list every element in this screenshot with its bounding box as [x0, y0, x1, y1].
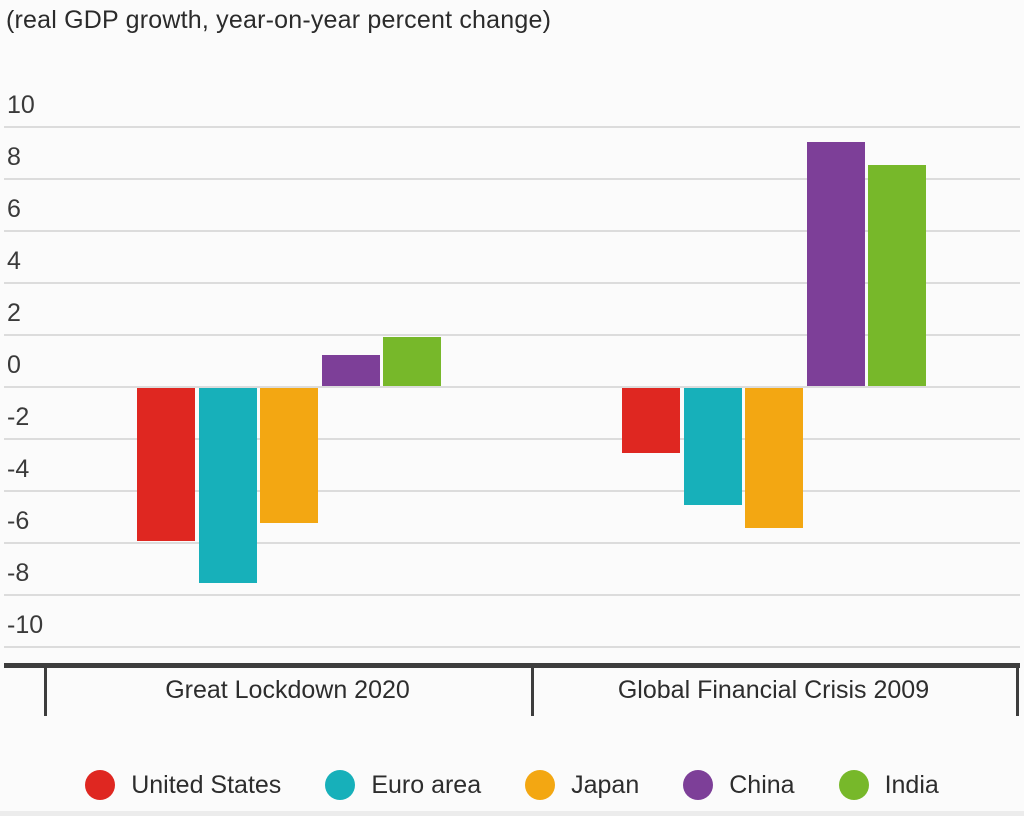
- y-tick-label--10: -10: [7, 611, 44, 639]
- legend-item-india: India: [838, 770, 939, 800]
- bar-china-great-lockdown-2020: [321, 354, 380, 386]
- legend-label-china: China: [729, 770, 795, 799]
- gridline--8: [4, 594, 1020, 596]
- gridline-4: [4, 282, 1020, 284]
- bar-india-global-financial-crisis-2009: [868, 165, 926, 386]
- y-tick-label--6: -6: [7, 507, 30, 535]
- y-tick-label-10: 10: [7, 91, 35, 119]
- y-tick-label-2: 2: [7, 299, 21, 327]
- y-tick-label-0: 0: [7, 351, 21, 379]
- bar-united-states-global-financial-crisis-2009: [622, 388, 680, 453]
- legend-dot-india: [838, 770, 869, 800]
- gridline-8: [4, 178, 1020, 180]
- x-category-label-global-financial-crisis-2009: Global Financial Crisis 2009: [617, 676, 930, 704]
- y-tick-label--4: -4: [7, 455, 30, 483]
- gridline--2: [4, 438, 1020, 440]
- bar-china-global-financial-crisis-2009: [806, 141, 865, 386]
- legend-label-united-states: United States: [131, 770, 282, 799]
- x-category-label-great-lockdown-2020: Great Lockdown 2020: [165, 676, 410, 704]
- legend-item-japan: Japan: [525, 770, 639, 800]
- gridline-2: [4, 334, 1020, 336]
- legend-item-china: China: [683, 770, 795, 800]
- bar-euro-area-global-financial-crisis-2009: [683, 388, 742, 505]
- bar-euro-area-great-lockdown-2020: [198, 388, 257, 583]
- y-tick-label--2: -2: [7, 403, 30, 431]
- gridline-6: [4, 230, 1020, 232]
- legend-label-india: India: [884, 770, 939, 799]
- y-tick-label-4: 4: [7, 247, 21, 275]
- legend-item-euro-area: Euro area: [325, 770, 481, 800]
- y-tick-label-6: 6: [7, 195, 21, 223]
- x-axis-line: [4, 663, 1020, 668]
- bar-india-great-lockdown-2020: [383, 336, 441, 386]
- legend-label-japan: Japan: [571, 770, 640, 799]
- gridline--6: [4, 542, 1020, 544]
- gridline--10: [4, 646, 1020, 648]
- legend-dot-china: [683, 770, 714, 800]
- bar-japan-great-lockdown-2020: [260, 388, 318, 524]
- bar-united-states-great-lockdown-2020: [137, 388, 195, 542]
- x-axis-divider-0: [44, 663, 47, 716]
- x-axis-divider-2: [1016, 663, 1019, 716]
- gridline--4: [4, 490, 1020, 492]
- legend-dot-united-states: [85, 770, 116, 800]
- legend-label-euro-area: Euro area: [371, 770, 482, 799]
- bottom-edge-divider: [0, 811, 1024, 816]
- legend-dot-japan: [525, 770, 556, 800]
- x-axis-divider-1: [531, 663, 534, 716]
- legend-item-united-states: United States: [85, 770, 281, 800]
- bar-japan-global-financial-crisis-2009: [745, 388, 803, 529]
- y-tick-label--8: -8: [7, 559, 30, 587]
- legend: United States Euro area Japan China India: [0, 760, 1024, 810]
- y-tick-label-8: 8: [7, 143, 21, 171]
- gridline-10: [4, 126, 1020, 128]
- chart-title: (real GDP growth, year-on-year percent c…: [6, 6, 552, 34]
- gridline-0: [4, 386, 1020, 388]
- legend-dot-euro-area: [325, 770, 356, 800]
